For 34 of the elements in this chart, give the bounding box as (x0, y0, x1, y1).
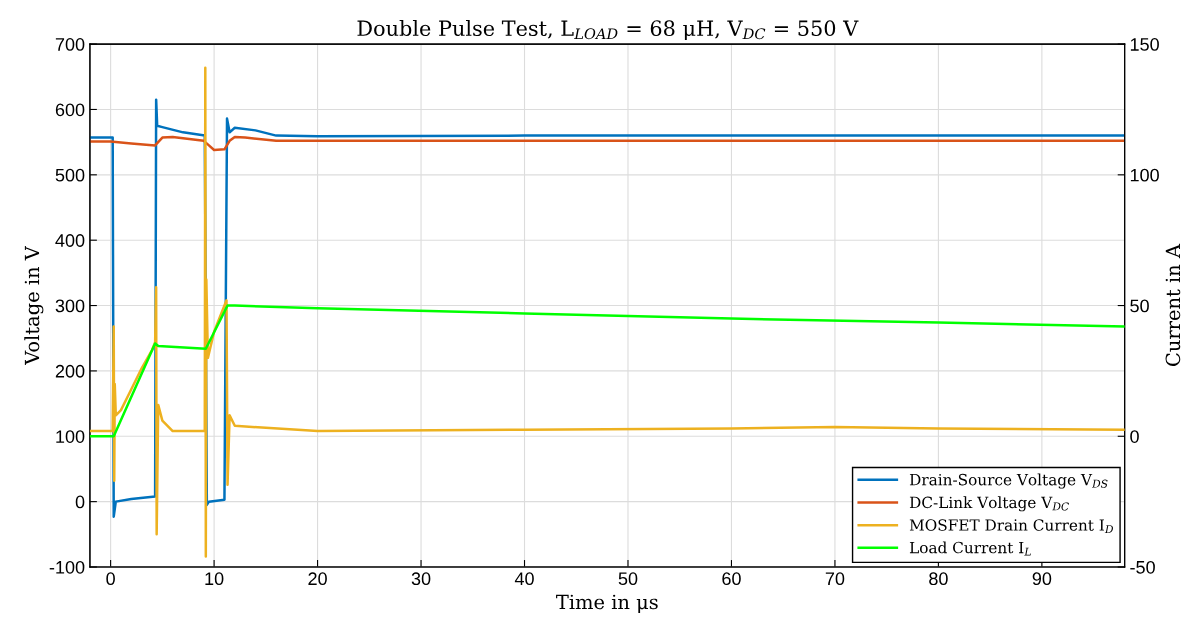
legend-label: Load Current I$_{L}$ (909, 541, 1031, 556)
y-tick-label: 700 (55, 38, 85, 51)
y-tick-label: 500 (55, 168, 85, 182)
y-tick-label: 300 (55, 299, 85, 313)
y-tick-label: 100 (56, 430, 85, 443)
y-tick-label: 400 (55, 234, 85, 247)
y2-axis-title: Current in A (1165, 243, 1181, 366)
x-tick-label: 60 (722, 572, 741, 586)
y2-tick-label: -50 (1130, 560, 1155, 574)
x-tick-label: 10 (205, 572, 224, 586)
y2-tick-label: 50 (1130, 299, 1149, 313)
legend-label: MOSFET Drain Current I$_{D}$ (909, 519, 1114, 533)
y2-tick-label: 0 (1130, 430, 1139, 443)
y-tick-label: 0 (75, 495, 85, 509)
x-tick-label: 80 (929, 572, 948, 586)
y2-tick-label: 100 (1130, 168, 1159, 182)
x-tick-label: 20 (308, 572, 327, 586)
y2-tick-label: 150 (1130, 38, 1159, 51)
line-series (89, 135, 1125, 152)
x-tick-label: 0 (106, 572, 115, 586)
line-series (89, 304, 1125, 438)
y-tick-label: 200 (55, 364, 85, 378)
y-tick-label: -100 (49, 560, 85, 574)
y-tick-label: 600 (55, 103, 85, 117)
legend-label: Drain-Source Voltage V$_{DS}$ (909, 473, 1108, 489)
x-tick-label: 30 (411, 572, 431, 586)
x-tick-label: 90 (1032, 572, 1052, 586)
x-tick-label: 40 (514, 572, 534, 586)
x-tick-label: 50 (618, 572, 638, 586)
legend-label: DC-Link Voltage V$_{DC}$ (909, 496, 1069, 512)
x-tick-label: 70 (825, 572, 845, 586)
x-axis-title: Time in μs (556, 594, 658, 614)
y-axis-title: Voltage in V (24, 245, 44, 366)
chart-title: Double Pulse Test, L$_{LOAD}$ = 68 μH, V$_{DC}$ = 550 V (357, 19, 859, 41)
